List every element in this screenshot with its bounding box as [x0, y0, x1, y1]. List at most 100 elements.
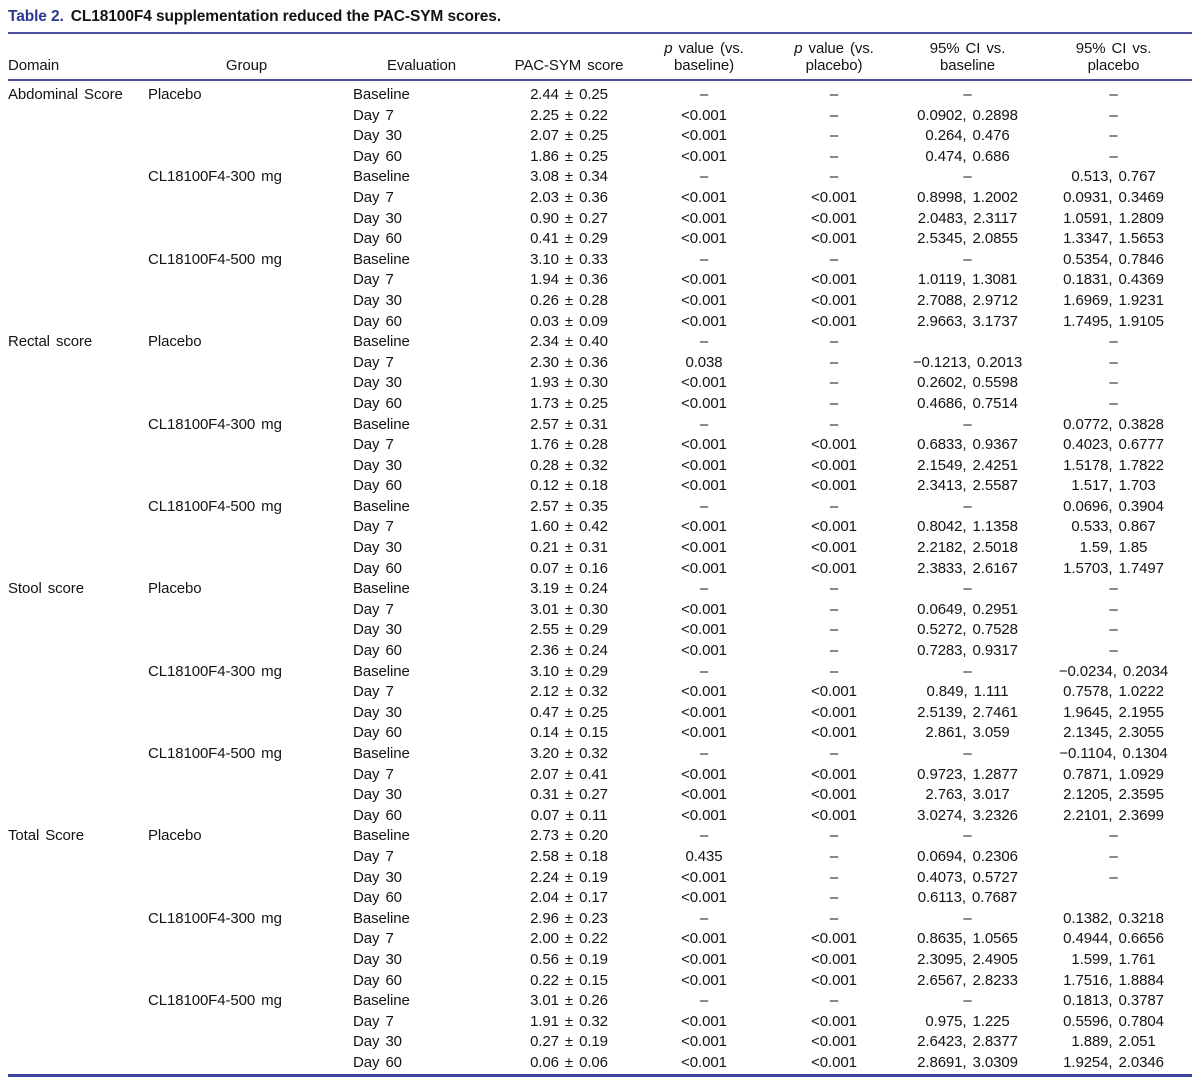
- cell-domain: [8, 106, 148, 127]
- cell-p-vs-baseline: –: [699, 992, 709, 1010]
- cell-p-vs-placebo: –: [829, 827, 839, 845]
- cell-pac-sym-score: 2.57 ± 0.35: [530, 497, 608, 515]
- cell-p-vs-baseline: <0.001: [681, 271, 727, 289]
- cell-evaluation: Baseline: [353, 168, 410, 186]
- cell-domain: [8, 394, 148, 415]
- table-row: Day 30 0.27 ± 0.19 <0.001 <0.001 2.6423, 2.8…: [8, 1032, 1192, 1053]
- cell-domain: [8, 744, 148, 765]
- cell-p-vs-baseline: –: [699, 333, 709, 351]
- column-header-pac-sym-score: PAC-SYM score: [498, 34, 640, 81]
- cell-pac-sym-score: 0.07 ± 0.16: [530, 559, 608, 577]
- cell-evaluation: Baseline: [353, 250, 410, 268]
- cell-group: [148, 291, 345, 312]
- cell-domain: [8, 765, 148, 786]
- cell-ci-vs-placebo: 2.1345, 2.3055: [1063, 724, 1164, 742]
- cell-p-vs-baseline: <0.001: [681, 786, 727, 804]
- cell-p-vs-placebo: <0.001: [811, 786, 857, 804]
- cell-p-vs-baseline: <0.001: [681, 312, 727, 330]
- cell-group: [148, 373, 345, 394]
- cell-ci-vs-baseline: –: [963, 909, 972, 927]
- cell-p-vs-placebo: <0.001: [811, 1033, 857, 1051]
- cell-evaluation: Day 60: [353, 312, 402, 330]
- cell-p-vs-placebo: –: [829, 168, 839, 186]
- table-row: Day 60 0.41 ± 0.29 <0.001 <0.001 2.5345, 2.0…: [8, 229, 1192, 250]
- cell-domain: [8, 971, 148, 992]
- cell-pac-sym-score: 0.12 ± 0.18: [530, 477, 608, 495]
- cell-ci-vs-baseline: 2.6423, 2.8377: [917, 1033, 1018, 1051]
- cell-evaluation: Day 30: [353, 621, 402, 639]
- cell-pac-sym-score: 0.03 ± 0.09: [530, 312, 608, 330]
- cell-p-vs-placebo: –: [829, 847, 839, 865]
- cell-p-vs-placebo: <0.001: [811, 765, 857, 783]
- cell-p-vs-baseline: <0.001: [681, 106, 727, 124]
- cell-pac-sym-score: 2.03 ± 0.36: [530, 188, 608, 206]
- cell-evaluation: Baseline: [353, 909, 410, 927]
- cell-evaluation: Day 60: [353, 642, 402, 660]
- cell-pac-sym-score: 2.07 ± 0.41: [530, 765, 608, 783]
- cell-pac-sym-score: 2.04 ± 0.17: [530, 889, 608, 907]
- cell-pac-sym-score: 0.26 ± 0.28: [530, 291, 608, 309]
- cell-p-vs-placebo: –: [829, 106, 839, 124]
- cell-pac-sym-score: 3.01 ± 0.30: [530, 600, 608, 618]
- cell-pac-sym-score: 3.19 ± 0.24: [530, 580, 608, 598]
- cell-ci-vs-placebo: 0.7578, 1.0222: [1063, 683, 1164, 701]
- cell-p-vs-placebo: <0.001: [811, 971, 857, 989]
- cell-ci-vs-baseline: 0.5272, 0.7528: [917, 621, 1018, 639]
- cell-pac-sym-score: 3.01 ± 0.26: [530, 992, 608, 1010]
- cell-ci-vs-baseline: 2.6567, 2.8233: [917, 971, 1018, 989]
- cell-group: [148, 456, 345, 477]
- cell-ci-vs-placebo: 1.517, 1.703: [1071, 477, 1156, 495]
- cell-ci-vs-baseline: 0.474, 0.686: [925, 147, 1010, 165]
- cell-domain: [8, 229, 148, 250]
- cell-p-vs-placebo: <0.001: [811, 539, 857, 557]
- cell-group: [148, 682, 345, 703]
- cell-evaluation: Day 30: [353, 209, 402, 227]
- cell-domain: [8, 641, 148, 662]
- cell-group: [148, 929, 345, 950]
- cell-ci-vs-placebo: 0.1813, 0.3787: [1063, 992, 1164, 1010]
- cell-p-vs-placebo: –: [829, 250, 839, 268]
- cell-ci-vs-placebo: 2.1205, 2.3595: [1063, 786, 1164, 804]
- cell-ci-vs-placebo: 1.3347, 1.5653: [1063, 230, 1164, 248]
- cell-group: [148, 312, 345, 333]
- cell-p-vs-baseline: <0.001: [681, 374, 727, 392]
- table-row: Day 30 0.26 ± 0.28 <0.001 <0.001 2.7088, 2.9…: [8, 291, 1192, 312]
- cell-pac-sym-score: 0.06 ± 0.06: [530, 1053, 608, 1071]
- cell-evaluation: Day 30: [353, 456, 402, 474]
- cell-evaluation: Baseline: [353, 497, 410, 515]
- cell-ci-vs-placebo: –: [1109, 147, 1118, 165]
- table-caption-label: Table 2.: [8, 8, 64, 25]
- table-caption: Table 2. CL18100F4 supplementation reduce…: [8, 0, 1192, 34]
- cell-domain: [8, 188, 148, 209]
- cell-ci-vs-baseline: 2.861, 3.059: [925, 724, 1010, 742]
- cell-group: [148, 806, 345, 827]
- table-row: CL18100F4-500 mg Baseline 3.01 ± 0.26 – – – 0.…: [8, 991, 1192, 1012]
- cell-ci-vs-placebo: −0.1104, 0.1304: [1059, 745, 1168, 762]
- cell-pac-sym-score: 3.20 ± 0.32: [530, 745, 608, 762]
- table-row: Day 30 2.55 ± 0.29 <0.001 – 0.5272, 0.7528 –: [8, 620, 1192, 641]
- cell-ci-vs-baseline: 2.3413, 2.5587: [917, 477, 1018, 495]
- cell-pac-sym-score: 2.24 ± 0.19: [530, 868, 608, 886]
- cell-evaluation: Day 60: [353, 394, 402, 412]
- cell-ci-vs-placebo: –: [1109, 127, 1118, 145]
- cell-p-vs-placebo: <0.001: [811, 477, 857, 495]
- cell-group: CL18100F4-500 mg: [148, 497, 282, 515]
- cell-p-vs-placebo: <0.001: [811, 456, 857, 474]
- cell-group: [148, 126, 345, 147]
- cell-domain: Total Score: [8, 827, 84, 845]
- cell-ci-vs-baseline: –: [963, 250, 972, 268]
- cell-ci-vs-placebo: –: [1109, 394, 1118, 412]
- cell-ci-vs-baseline: 0.2602, 0.5598: [917, 374, 1018, 392]
- cell-evaluation: Day 30: [353, 374, 402, 392]
- cell-p-vs-baseline: <0.001: [681, 209, 727, 227]
- cell-ci-vs-placebo: 1.59, 1.85: [1079, 539, 1148, 557]
- table-row: Day 60 0.07 ± 0.11 <0.001 <0.001 3.0274, 3.2…: [8, 806, 1192, 827]
- cell-p-vs-placebo: <0.001: [811, 806, 857, 824]
- cell-pac-sym-score: 2.36 ± 0.24: [530, 642, 608, 660]
- cell-ci-vs-baseline: 3.0274, 3.2326: [917, 806, 1018, 824]
- cell-p-vs-baseline: <0.001: [681, 621, 727, 639]
- cell-ci-vs-placebo: 1.599, 1.761: [1071, 950, 1156, 968]
- cell-evaluation: Baseline: [353, 415, 410, 433]
- cell-p-vs-placebo: <0.001: [811, 271, 857, 289]
- cell-group: [148, 538, 345, 559]
